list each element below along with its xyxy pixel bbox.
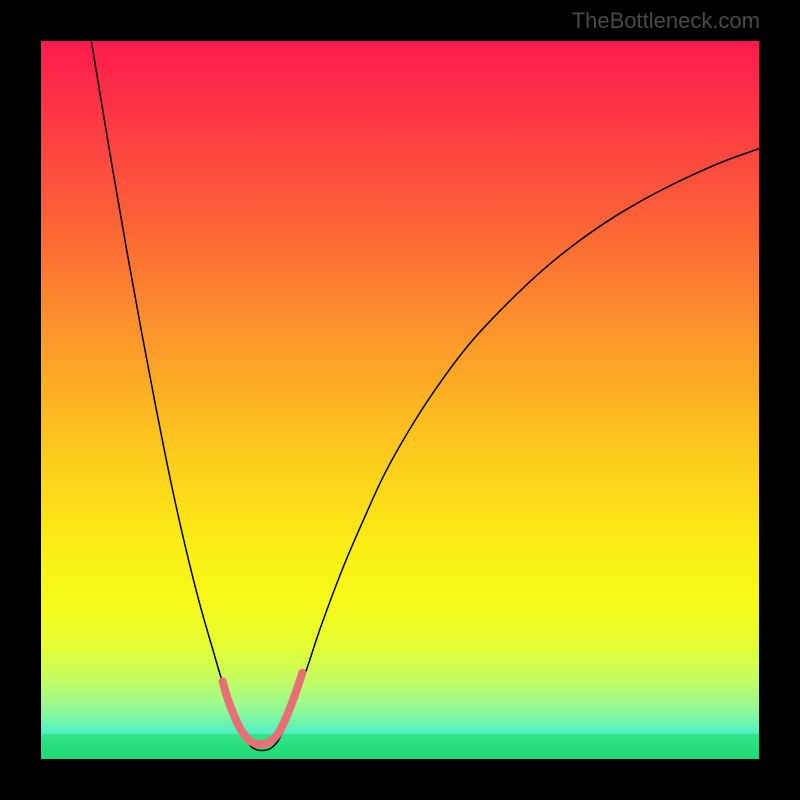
plot-svg	[41, 41, 759, 759]
green-optimal-band	[41, 734, 759, 759]
figure-root: TheBottleneck.com	[0, 0, 800, 800]
plot-area	[41, 41, 759, 759]
optimal-marker-dot	[222, 690, 230, 698]
watermark-text: TheBottleneck.com	[572, 8, 760, 34]
optimal-marker-dot	[274, 730, 282, 738]
optimal-marker-dot	[235, 723, 243, 731]
optimal-marker-dot	[294, 682, 302, 690]
optimal-marker-dot	[284, 709, 292, 717]
optimal-marker-dot	[268, 736, 276, 744]
optimal-marker-dot	[279, 721, 287, 729]
gradient-background	[41, 41, 759, 759]
optimal-marker-dot	[227, 703, 235, 711]
optimal-marker-dot	[219, 677, 227, 685]
optimal-marker-dot	[289, 696, 297, 704]
optimal-marker-dot	[298, 669, 306, 677]
optimal-marker-dot	[231, 713, 239, 721]
